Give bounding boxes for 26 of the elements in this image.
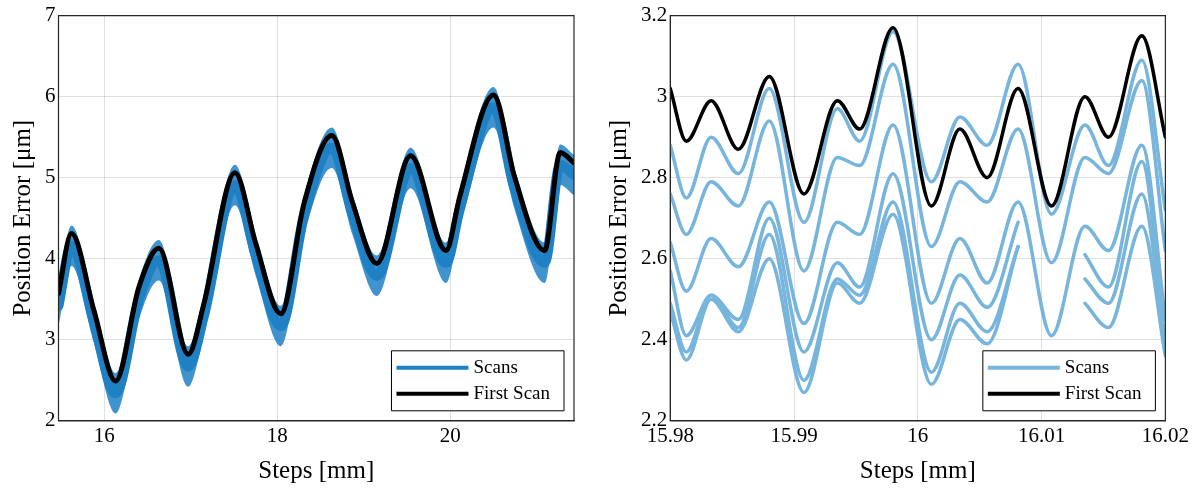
x-tick-label: 16.01 — [1017, 422, 1066, 447]
y-tick-label: 6 — [45, 83, 56, 108]
legend-label: First Scan — [473, 381, 551, 403]
legend-label: Scans — [1064, 355, 1110, 377]
x-tick-label: 16 — [907, 422, 929, 447]
y-tick-label: 3.2 — [641, 2, 668, 27]
x-tick-label: 15.99 — [770, 422, 818, 447]
x-tick-label: 18 — [266, 422, 288, 447]
y-tick-label: 2.8 — [641, 164, 668, 189]
legend-label: First Scan — [1064, 381, 1142, 403]
x-tick-label: 16 — [93, 422, 115, 447]
y-axis-title: Position Error [μm] — [7, 119, 35, 317]
y-tick-label: 2.6 — [641, 245, 668, 270]
x-tick-label: 20 — [439, 422, 461, 447]
y-tick-label: 3 — [45, 326, 56, 351]
y-tick-label: 2.4 — [641, 326, 668, 351]
y-tick-label: 3 — [656, 83, 668, 108]
y-tick-label: 7 — [45, 2, 56, 27]
x-axis-title: Steps [mm] — [859, 455, 976, 483]
y-axis-title: Position Error [μm] — [603, 119, 631, 317]
legend-label: Scans — [473, 355, 518, 377]
x-tick-label: 16.02 — [1141, 422, 1189, 447]
x-axis-title: Steps [mm] — [258, 455, 375, 483]
y-tick-label: 4 — [45, 245, 56, 270]
y-tick-label: 2 — [45, 407, 56, 432]
y-tick-label: 5 — [45, 164, 56, 189]
